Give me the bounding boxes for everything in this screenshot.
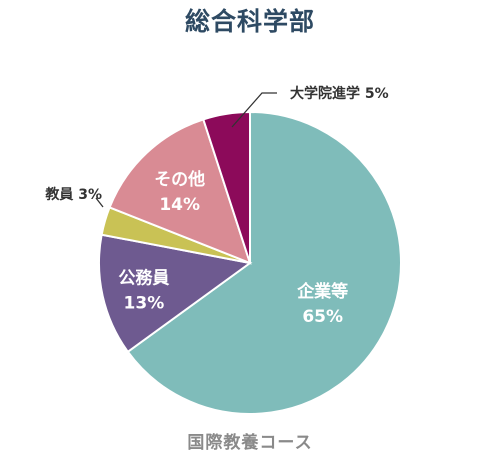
pie-slice-5 [202,110,251,264]
slice-label-4: その他 [154,169,205,190]
leader-line-3 [95,197,104,208]
chart-subtitle: 国際教養コース [187,433,313,453]
slice-label-5: 大学院進学 5% [290,85,389,102]
leader-line-5 [231,92,277,128]
slice-value-2: 13% [124,294,165,314]
slice-value-1: 65% [302,307,343,327]
pie-slice-2 [97,233,253,354]
slice-label-2: 公務員 [118,268,169,289]
slice-label-1: 企業等 [296,281,348,302]
slice-label-3: 教員 3% [45,186,102,203]
chart-title: 総合科学部 [184,7,315,36]
pie-slice-1 [126,110,402,415]
slice-value-4: 14% [159,195,200,215]
